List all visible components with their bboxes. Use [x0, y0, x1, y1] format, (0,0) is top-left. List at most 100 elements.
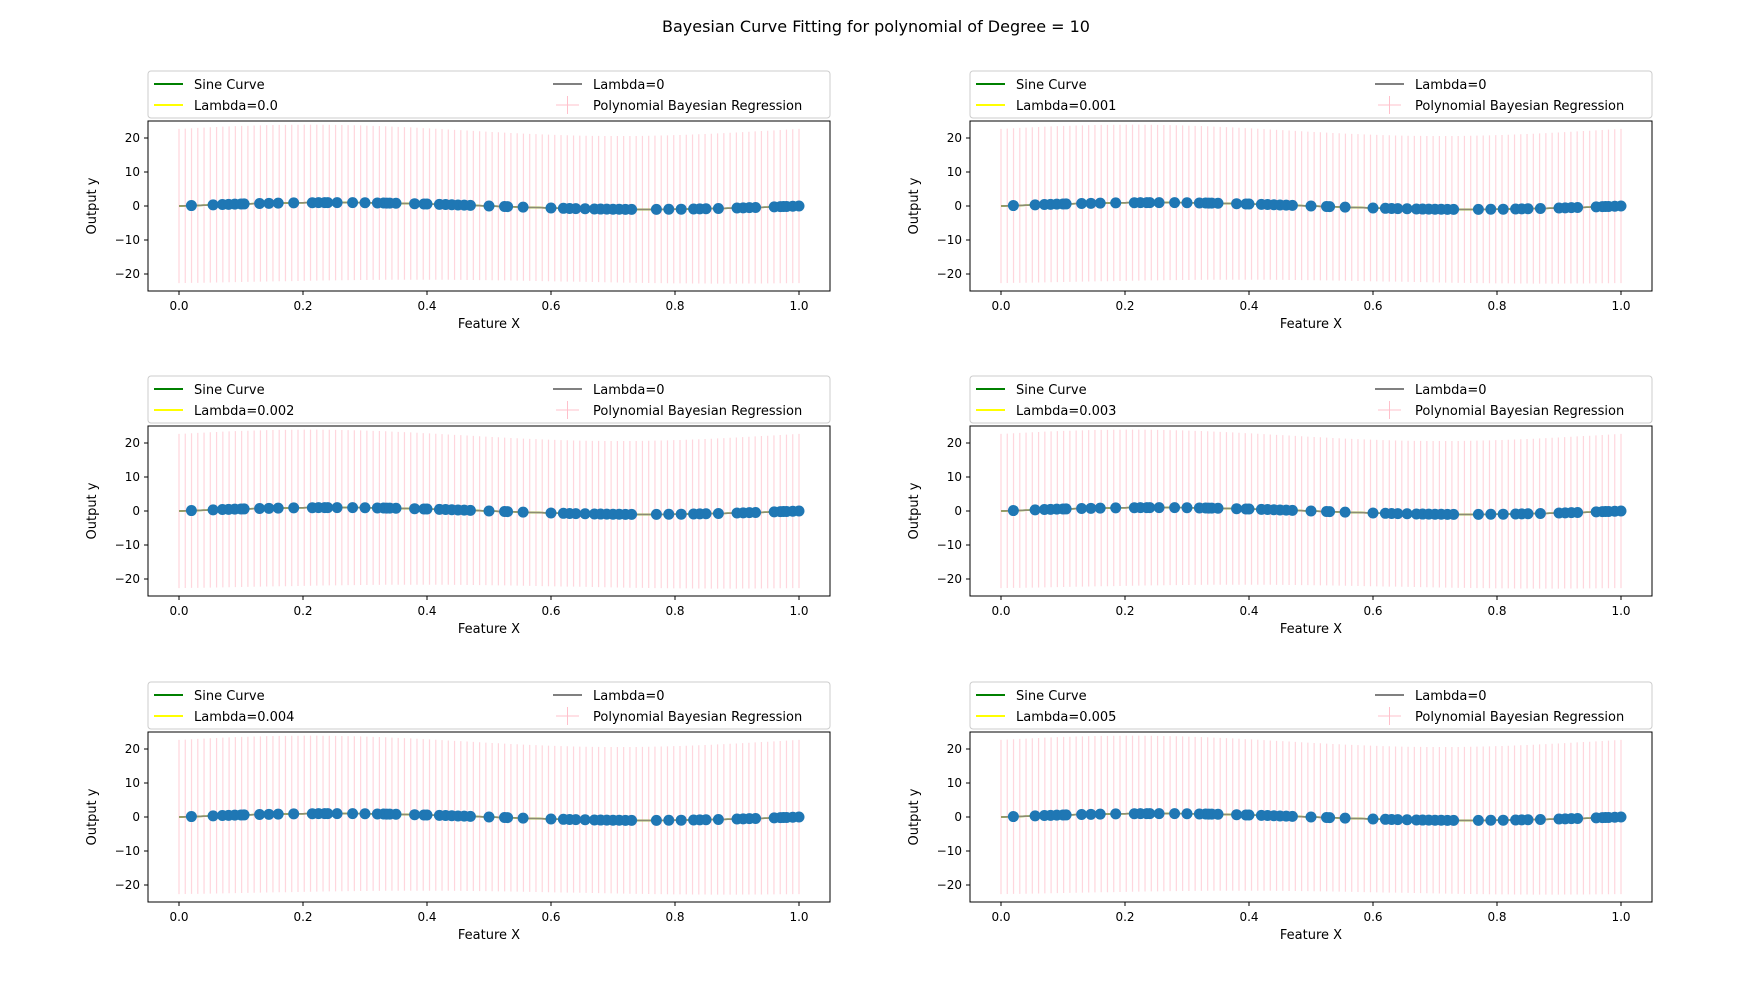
data-point	[322, 197, 334, 209]
legend-bayesian-regression-label: Polynomial Bayesian Regression	[1415, 99, 1624, 114]
legend-bayesian-regression-label: Polynomial Bayesian Regression	[1415, 404, 1624, 419]
data-point	[254, 198, 266, 210]
legend-box	[969, 70, 1653, 119]
data-point	[331, 502, 343, 514]
data-point	[1534, 813, 1546, 825]
data-point	[502, 506, 514, 518]
data-point	[238, 198, 250, 210]
data-point	[409, 809, 421, 821]
legend-box	[147, 681, 831, 730]
data-point	[545, 813, 557, 825]
data-point	[793, 811, 805, 823]
data-point	[409, 503, 421, 515]
data-point	[421, 198, 433, 210]
legend-lambda-zero-label: Lambda=0	[593, 383, 665, 398]
data-point	[1286, 810, 1298, 822]
data-point	[1212, 197, 1224, 209]
data-point	[272, 808, 284, 820]
y-tick-label: 20	[947, 436, 962, 450]
y-tick-label: −10	[115, 844, 140, 858]
data-point	[1522, 508, 1534, 520]
data-point	[1169, 502, 1181, 514]
legend-lambda-fit-label: Lambda=0.002	[194, 404, 294, 419]
y-axis-label: Output y	[85, 482, 100, 539]
y-axis-label: Output y	[907, 177, 922, 234]
data-point	[1153, 502, 1165, 514]
y-axis-label: Output y	[85, 788, 100, 845]
data-point	[272, 502, 284, 514]
x-tick-label: 1.0	[789, 299, 808, 313]
data-point	[1572, 201, 1584, 213]
data-point	[1367, 813, 1379, 825]
data-point	[579, 508, 591, 520]
data-point	[750, 812, 762, 824]
x-tick-label: 0.0	[169, 910, 188, 924]
data-point	[238, 809, 250, 821]
data-point	[663, 508, 675, 520]
data-point	[502, 201, 514, 213]
data-point	[1572, 506, 1584, 518]
y-tick-label: 10	[947, 470, 962, 484]
data-point	[1231, 198, 1243, 210]
x-tick-label: 0.8	[665, 299, 684, 313]
data-point	[1231, 503, 1243, 515]
data-point	[1448, 508, 1460, 520]
data-point	[421, 809, 433, 821]
data-point	[359, 197, 371, 209]
legend-lambda-fit-label: Lambda=0.0	[194, 99, 278, 114]
data-point	[390, 502, 402, 514]
x-tick-label: 1.0	[1611, 299, 1630, 313]
x-tick-label: 0.4	[1239, 604, 1258, 618]
x-tick-label: 0.4	[417, 910, 436, 924]
data-point	[545, 202, 557, 214]
data-point	[626, 814, 638, 826]
subplot-6: 0.0 0.2 0.4 0.6 0.8 1.0 20 10 0 −10 −20 Feature X Ou…	[907, 681, 1653, 943]
data-point	[700, 203, 712, 215]
x-tick-label: 0.0	[169, 604, 188, 618]
x-tick-label: 0.2	[1115, 910, 1134, 924]
data-point	[1392, 814, 1404, 826]
data-point	[570, 508, 582, 520]
y-tick-label: −20	[937, 572, 962, 586]
legend-sine-label: Sine Curve	[194, 689, 265, 704]
x-tick-label: 0.2	[293, 604, 312, 618]
data-point	[700, 508, 712, 520]
data-point	[675, 508, 687, 520]
data-point	[650, 508, 662, 520]
data-point	[1076, 503, 1088, 515]
data-point	[1615, 200, 1627, 212]
y-tick-label: 10	[125, 165, 140, 179]
x-tick-label: 0.2	[293, 299, 312, 313]
data-point	[1367, 202, 1379, 214]
y-tick-label: 0	[132, 810, 140, 824]
data-point	[650, 814, 662, 826]
data-point	[483, 811, 495, 823]
data-point	[1007, 200, 1019, 212]
y-tick-label: −20	[115, 267, 140, 281]
data-point	[1324, 812, 1336, 824]
data-point	[712, 813, 724, 825]
data-point	[347, 808, 359, 820]
data-point	[272, 197, 284, 209]
data-point	[1305, 200, 1317, 212]
y-tick-label: −20	[937, 878, 962, 892]
data-point	[359, 808, 371, 820]
data-point	[1615, 505, 1627, 517]
data-point	[793, 200, 805, 212]
x-tick-label: 0.6	[1363, 299, 1382, 313]
data-point	[254, 809, 266, 821]
x-axis-label: Feature X	[1280, 928, 1342, 943]
data-point	[1007, 811, 1019, 823]
legend-sine-label: Sine Curve	[194, 383, 265, 398]
data-point	[675, 814, 687, 826]
legend-bayesian-regression-label: Polynomial Bayesian Regression	[593, 404, 802, 419]
x-tick-label: 0.6	[541, 604, 560, 618]
data-point	[1497, 814, 1509, 826]
y-tick-label: 10	[947, 776, 962, 790]
data-point	[1367, 507, 1379, 519]
data-point	[238, 503, 250, 515]
data-point	[1231, 809, 1243, 821]
data-point	[1572, 812, 1584, 824]
x-tick-label: 1.0	[1611, 604, 1630, 618]
